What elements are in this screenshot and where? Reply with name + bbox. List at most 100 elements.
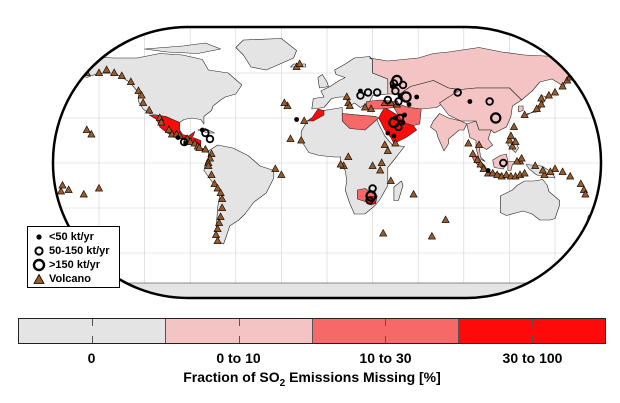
volcano-marker xyxy=(505,135,514,144)
volcano-marker xyxy=(368,161,377,169)
volcano-marker xyxy=(201,144,210,153)
emission-source-medium xyxy=(395,113,405,123)
volcano-marker xyxy=(211,230,221,238)
emission-source-large xyxy=(388,116,400,129)
volcano-marker xyxy=(573,66,582,75)
volcano-marker xyxy=(217,203,227,211)
colorbar-bin-0 xyxy=(19,319,166,343)
volcano-marker xyxy=(216,188,225,196)
volcano-marker xyxy=(488,168,497,177)
marker-legend: <50 kt/yr 50-150 kt/yr >150 kt/yr Volcan… xyxy=(27,226,120,288)
volcano-marker xyxy=(391,138,400,147)
volcano-marker xyxy=(366,104,376,112)
land-india xyxy=(430,113,468,152)
colorbar-bin-10-30 xyxy=(312,319,460,343)
volcano-marker xyxy=(75,63,84,72)
legend-volcano-label: Volcano xyxy=(49,273,91,285)
emission-source-medium xyxy=(398,80,408,90)
volcano-marker xyxy=(464,138,473,147)
volcano-marker xyxy=(345,101,354,109)
colorbar-label-10-30: 10 to 30 xyxy=(359,350,412,366)
volcano-marker xyxy=(138,98,148,106)
volcano-marker xyxy=(216,212,225,220)
emission-source-medium xyxy=(394,122,403,132)
colorbar-title-text: Fraction of SO xyxy=(183,369,280,385)
land-greenland xyxy=(235,38,297,71)
volcano-marker xyxy=(509,122,519,130)
emission-source-medium xyxy=(499,158,508,168)
land-australia xyxy=(500,179,560,221)
land-canadian-arctic xyxy=(144,42,221,54)
volcano-marker xyxy=(213,183,222,192)
volcano-marker xyxy=(342,92,351,100)
volcano-marker xyxy=(210,179,219,187)
volcano-marker xyxy=(537,93,546,102)
volcano-marker xyxy=(360,102,370,111)
colorbar-title: Fraction of SO2 Emissions Missing [%] xyxy=(18,369,606,389)
volcano-marker xyxy=(377,158,386,166)
small-source-icon xyxy=(32,230,46,244)
volcano-marker xyxy=(493,170,502,178)
emission-source-medium xyxy=(368,184,377,193)
colorbar-label-0: 0 xyxy=(87,350,96,366)
volcano-marker xyxy=(336,159,345,168)
volcano-marker xyxy=(520,110,529,118)
volcano-marker xyxy=(520,168,529,177)
legend-medium-label: 50-150 kt/yr xyxy=(49,245,110,257)
volcano-marker xyxy=(558,167,567,175)
emission-source-small xyxy=(400,120,406,125)
volcano-marker xyxy=(531,161,540,169)
emission-source-medium xyxy=(356,91,365,100)
volcano-marker xyxy=(379,228,388,237)
volcano-marker xyxy=(476,159,485,168)
volcano-marker xyxy=(474,140,484,148)
land-madagascar xyxy=(393,180,404,201)
volcano-marker xyxy=(544,90,554,99)
volcano-marker xyxy=(213,236,222,244)
map-frame xyxy=(51,25,603,300)
emission-source-medium xyxy=(201,128,210,138)
volcano-marker xyxy=(64,185,73,193)
volcano-marker xyxy=(540,170,549,178)
land-china-mongolia xyxy=(439,87,522,134)
colorbar-title-subscript: 2 xyxy=(279,377,286,389)
volcano-marker xyxy=(550,164,560,172)
colorbar-title-suffix: Emissions Missing [%] xyxy=(285,369,441,385)
volcano-marker xyxy=(386,176,395,184)
emission-source-medium xyxy=(383,95,392,105)
volcano-marker xyxy=(280,98,289,106)
colorbar-bin-0-10 xyxy=(165,319,313,343)
volcano-marker xyxy=(409,189,418,198)
volcano-marker xyxy=(550,87,560,96)
emission-source-large xyxy=(400,91,412,103)
legend-row-small: <50 kt/yr xyxy=(32,230,94,244)
volcano-marker xyxy=(383,146,392,154)
volcano-marker xyxy=(517,153,526,162)
emission-source-small xyxy=(391,133,397,139)
volcano-marker xyxy=(145,105,154,114)
volcano-marker xyxy=(217,194,227,202)
emission-source-medium xyxy=(485,97,494,106)
volcano-marker xyxy=(102,65,111,73)
medium-source-icon xyxy=(32,244,46,258)
volcano-marker xyxy=(473,155,482,163)
volcano-marker xyxy=(137,90,146,99)
volcano-marker xyxy=(110,68,119,76)
emission-source-small xyxy=(402,112,407,118)
emission-source-small xyxy=(485,168,491,173)
colorbar-bin-30-100 xyxy=(459,319,605,343)
volcano-marker xyxy=(511,137,520,145)
volcano-marker xyxy=(576,179,585,187)
volcano-marker xyxy=(566,171,575,180)
volcano-marker xyxy=(277,170,286,178)
volcano-marker xyxy=(558,81,567,90)
volcano-marker xyxy=(297,135,306,144)
land-iran xyxy=(393,104,422,126)
map-body xyxy=(53,27,601,298)
emission-source-markers xyxy=(175,74,508,205)
emission-source-medium xyxy=(365,196,374,205)
volcano-marker xyxy=(506,131,516,139)
volcano-marker xyxy=(213,224,222,232)
volcano-marker xyxy=(532,104,541,112)
colorbar xyxy=(18,318,606,344)
